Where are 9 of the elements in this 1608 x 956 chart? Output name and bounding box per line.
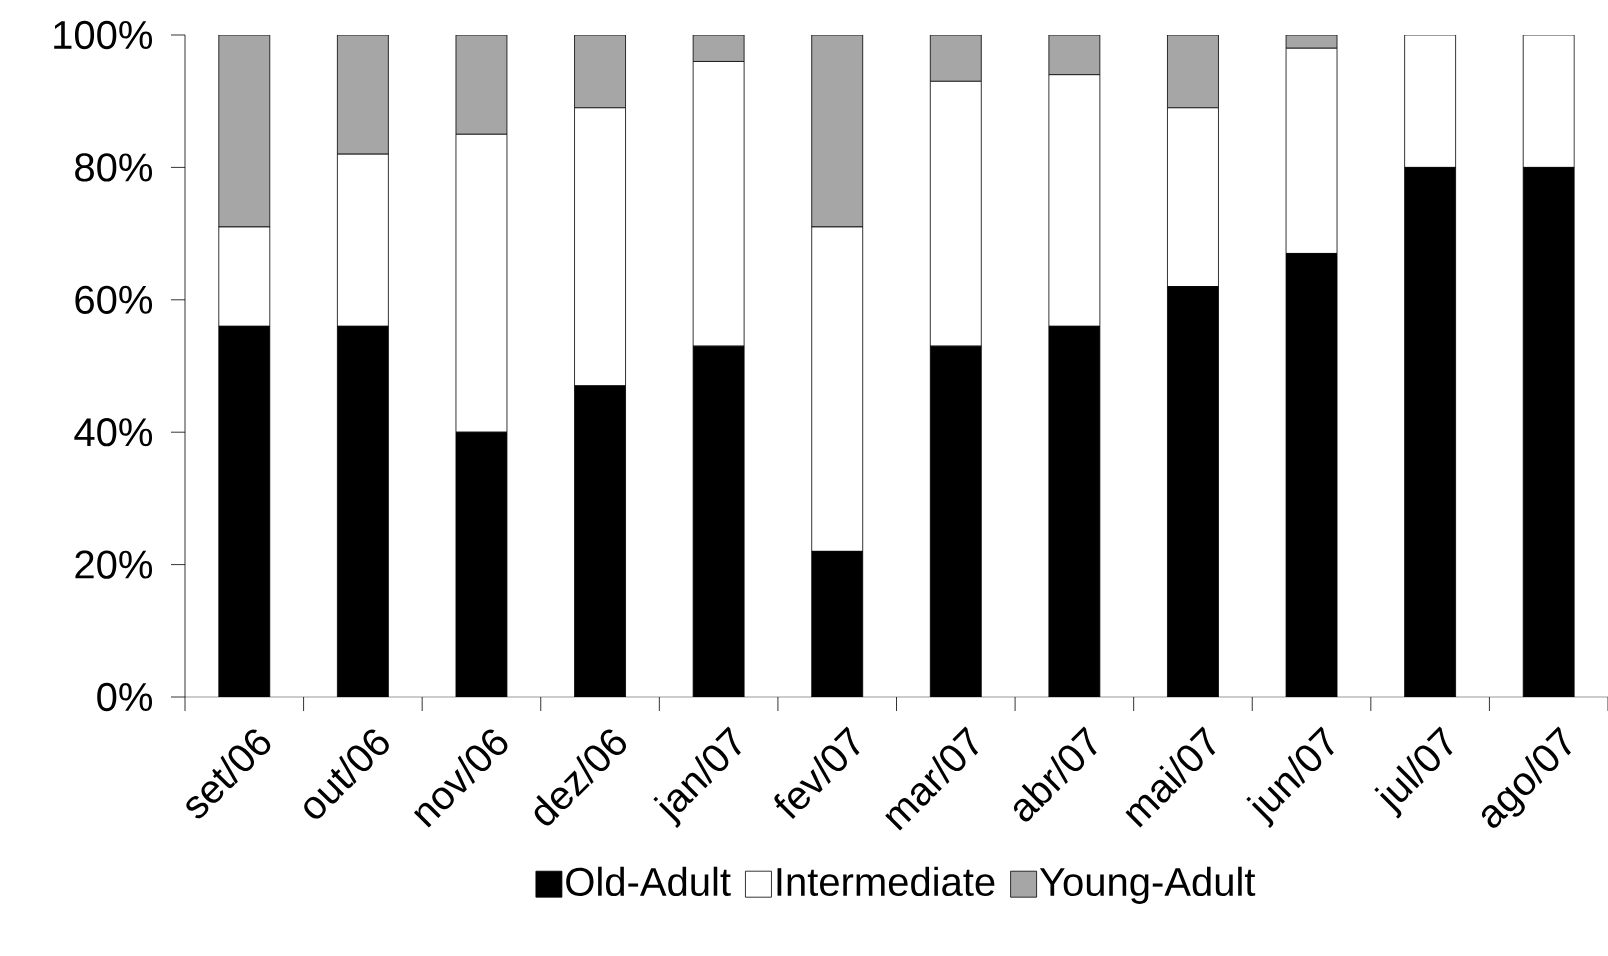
y-tick-label: 0% [97, 682, 153, 712]
y-tick-label: 40% [74, 418, 153, 447]
y-tick-label: 60% [75, 285, 153, 314]
y-tick-label: 20% [75, 550, 153, 579]
legend-label: Intermediate [777, 866, 995, 897]
legend-label: Young-Adult [1039, 866, 1256, 904]
y-tick-label: 80% [75, 153, 153, 182]
y-tick-label: 100% [54, 20, 153, 50]
legend-label: Old-Adult [566, 866, 731, 897]
